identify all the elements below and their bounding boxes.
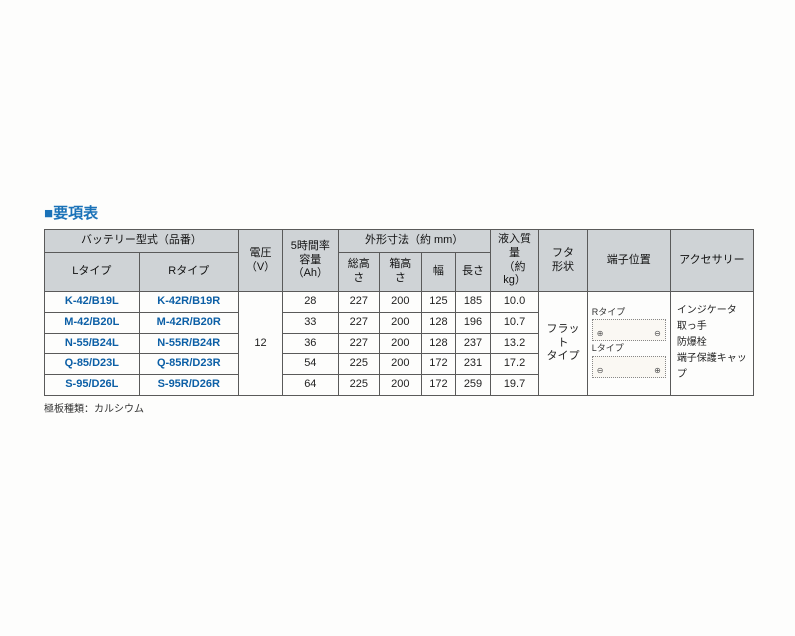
- cell-kg: 10.0: [490, 292, 538, 313]
- cell-len: 259: [456, 375, 491, 396]
- cell-model-l: M-42/B20L: [45, 312, 140, 333]
- cell-w: 128: [421, 333, 456, 354]
- cell-bh: 200: [380, 312, 422, 333]
- cell-model-r: K-42R/B19R: [139, 292, 238, 313]
- accessory-item: 端子保護キャップ: [677, 351, 749, 383]
- cell-ah: 28: [283, 292, 338, 313]
- hdr-dimensions: 外形寸法（約 mm）: [338, 230, 490, 253]
- cell-th: 227: [338, 312, 380, 333]
- cell-accessories: インジケータ取っ手防爆栓端子保護キャップ: [670, 292, 753, 396]
- cell-len: 237: [456, 333, 491, 354]
- cell-bh: 200: [380, 375, 422, 396]
- cell-model-l: S-95/D26L: [45, 375, 140, 396]
- cell-th: 225: [338, 354, 380, 375]
- cell-kg: 13.2: [490, 333, 538, 354]
- spec-table: バッテリー型式（品番） 電圧（V） 5時間率容量（Ah） 外形寸法（約 mm） …: [44, 229, 754, 396]
- cell-model-l: K-42/B19L: [45, 292, 140, 313]
- cell-w: 172: [421, 375, 456, 396]
- hdr-capacity: 5時間率容量（Ah）: [283, 230, 338, 292]
- cell-ah: 64: [283, 375, 338, 396]
- hdr-box-h: 箱高さ: [380, 253, 422, 292]
- cell-model-l: Q-85/D23L: [45, 354, 140, 375]
- title-text: 要項表: [53, 205, 98, 222]
- cell-th: 227: [338, 333, 380, 354]
- hdr-total-h: 総高さ: [338, 253, 380, 292]
- cell-w: 125: [421, 292, 456, 313]
- hdr-battery-model: バッテリー型式（品番）: [45, 230, 239, 253]
- cell-model-r: Q-85R/D23R: [139, 354, 238, 375]
- hdr-lid: フタ形状: [539, 230, 587, 292]
- hdr-ltype: Lタイプ: [45, 253, 140, 292]
- cell-ah: 33: [283, 312, 338, 333]
- cell-kg: 19.7: [490, 375, 538, 396]
- terminal-r-label: Rタイプ: [592, 307, 666, 318]
- cell-w: 128: [421, 312, 456, 333]
- hdr-voltage: 電圧（V）: [238, 230, 282, 292]
- hdr-length: 長さ: [456, 253, 491, 292]
- table-row: K-42/B19LK-42R/B19R122822720012518510.0フ…: [45, 292, 754, 313]
- cell-ah: 36: [283, 333, 338, 354]
- cell-kg: 10.7: [490, 312, 538, 333]
- terminal-l-label: Lタイプ: [592, 343, 666, 354]
- section-title: ■要項表: [44, 202, 754, 223]
- cell-lid: フラットタイプ: [539, 292, 587, 396]
- hdr-terminal: 端子位置: [587, 230, 670, 292]
- cell-len: 231: [456, 354, 491, 375]
- cell-len: 185: [456, 292, 491, 313]
- cell-bh: 200: [380, 292, 422, 313]
- cell-bh: 200: [380, 354, 422, 375]
- cell-kg: 17.2: [490, 354, 538, 375]
- cell-voltage: 12: [238, 292, 282, 396]
- cell-ah: 54: [283, 354, 338, 375]
- cell-th: 225: [338, 375, 380, 396]
- cell-len: 196: [456, 312, 491, 333]
- hdr-width: 幅: [421, 253, 456, 292]
- hdr-mass: 液入質量（約 kg）: [490, 230, 538, 292]
- header-row-1: バッテリー型式（品番） 電圧（V） 5時間率容量（Ah） 外形寸法（約 mm） …: [45, 230, 754, 253]
- hdr-accessory: アクセサリー: [670, 230, 753, 292]
- cell-bh: 200: [380, 333, 422, 354]
- footnote: 極板種類：カルシウム: [44, 400, 754, 415]
- accessory-item: インジケータ: [677, 303, 749, 319]
- hdr-rtype: Rタイプ: [139, 253, 238, 292]
- title-marker: ■: [44, 205, 53, 222]
- cell-model-r: N-55R/B24R: [139, 333, 238, 354]
- cell-model-l: N-55/B24L: [45, 333, 140, 354]
- accessory-item: 防爆栓: [677, 335, 749, 351]
- cell-th: 227: [338, 292, 380, 313]
- terminal-r-diagram: ⊕⊖: [592, 319, 666, 341]
- cell-terminal: Rタイプ⊕⊖ Lタイプ ⊖⊕: [587, 292, 670, 396]
- terminal-l-diagram: ⊖⊕: [592, 356, 666, 378]
- cell-w: 172: [421, 354, 456, 375]
- cell-model-r: S-95R/D26R: [139, 375, 238, 396]
- cell-model-r: M-42R/B20R: [139, 312, 238, 333]
- accessory-item: 取っ手: [677, 319, 749, 335]
